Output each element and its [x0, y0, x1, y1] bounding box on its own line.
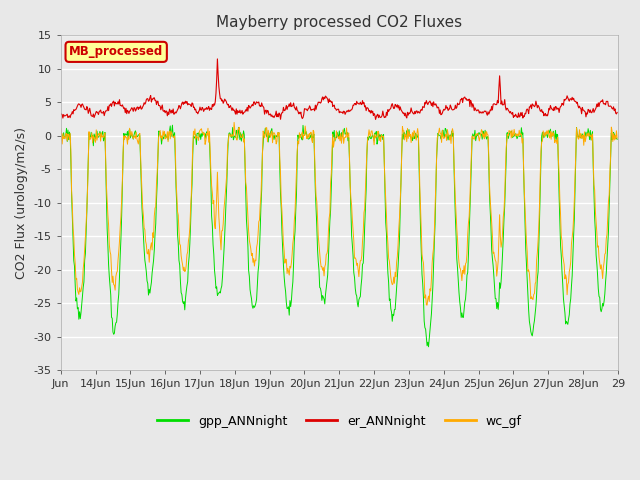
Title: Mayberry processed CO2 Fluxes: Mayberry processed CO2 Fluxes: [216, 15, 462, 30]
Legend: gpp_ANNnight, er_ANNnight, wc_gf: gpp_ANNnight, er_ANNnight, wc_gf: [152, 410, 527, 432]
Text: MB_processed: MB_processed: [69, 46, 163, 59]
Y-axis label: CO2 Flux (urology/m2/s): CO2 Flux (urology/m2/s): [15, 127, 28, 279]
